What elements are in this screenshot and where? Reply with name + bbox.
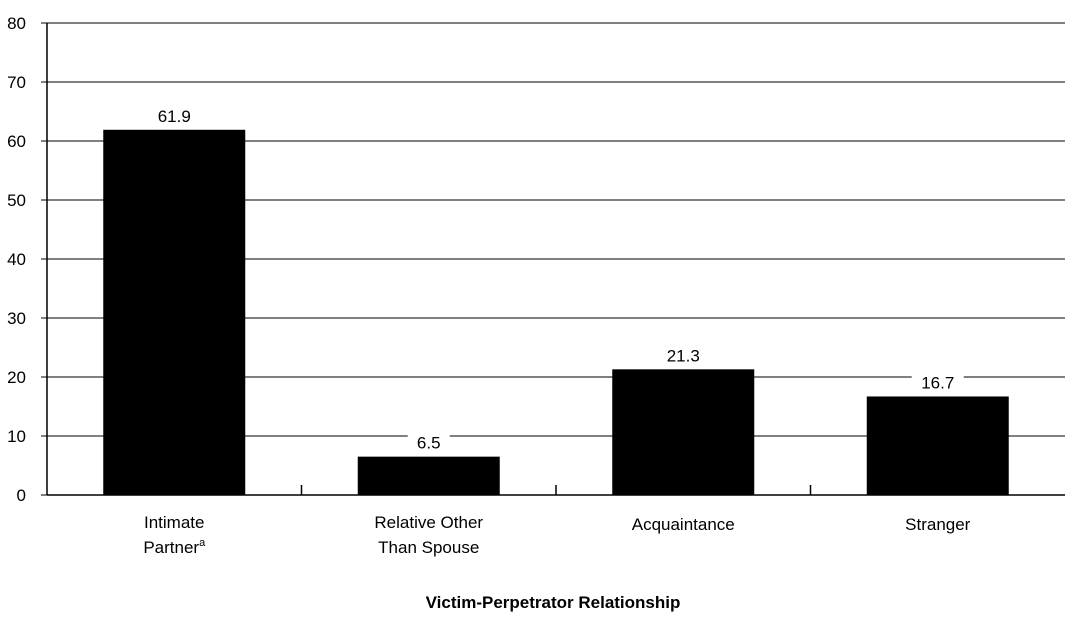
category-label: Partnera xyxy=(143,537,206,557)
y-tick-label: 70 xyxy=(7,73,26,92)
data-label-background xyxy=(657,345,710,366)
y-tick-label: 80 xyxy=(7,14,26,33)
y-tick-label: 30 xyxy=(7,309,26,328)
y-tick-label: 60 xyxy=(7,132,26,151)
data-label-background xyxy=(148,105,201,126)
data-label-background xyxy=(407,432,450,453)
x-axis-title: Victim-Perpetrator Relationship xyxy=(426,593,681,612)
y-tick-label: 10 xyxy=(7,427,26,446)
y-tick-label: 20 xyxy=(7,368,26,387)
bar xyxy=(103,129,246,496)
category-label: Stranger xyxy=(905,515,971,534)
data-label: 16.7 xyxy=(921,373,954,392)
data-label: 6.5 xyxy=(417,434,441,453)
y-axis-ticks: 0 10 20 30 40 50 60 70 80 xyxy=(7,14,47,505)
category-label: Acquaintance xyxy=(632,515,735,534)
y-tick-label: 40 xyxy=(7,250,26,269)
bar xyxy=(612,369,755,495)
data-label: 61.9 xyxy=(158,107,191,126)
data-label-background xyxy=(911,372,964,393)
bar xyxy=(357,456,500,495)
footnote-marker: a xyxy=(199,537,206,549)
bar xyxy=(866,396,1009,495)
y-tick-label: 50 xyxy=(7,191,26,210)
bars xyxy=(103,129,1009,496)
category-label: Intimate xyxy=(144,513,204,532)
data-label: 21.3 xyxy=(667,346,700,365)
x-axis-ticks xyxy=(300,485,812,495)
category-label: Relative Other xyxy=(374,513,483,532)
category-label: Than Spouse xyxy=(378,538,479,557)
data-labels: 61.9 6.5 21.3 16.7 xyxy=(148,105,964,453)
category-labels: Intimate Partnera Relative Other Than Spous… xyxy=(143,513,970,557)
y-tick-label: 0 xyxy=(17,486,26,505)
